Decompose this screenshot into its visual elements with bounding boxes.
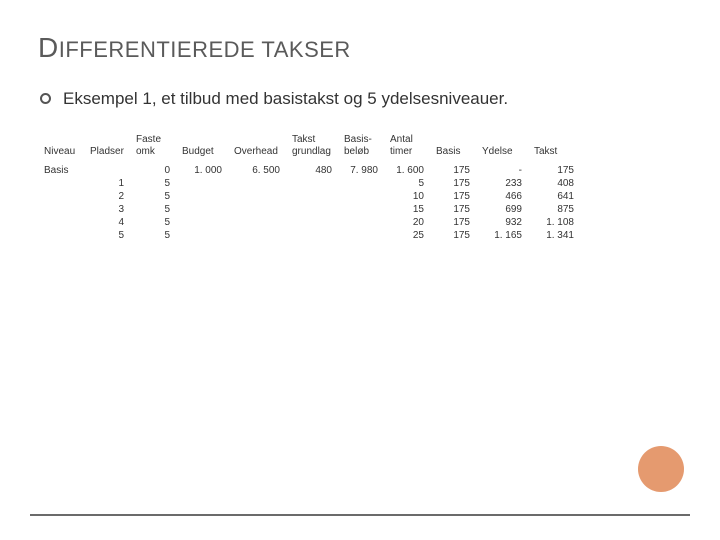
col-overhead: Overhead — [228, 132, 286, 164]
table-cell: 5 — [130, 229, 176, 242]
table-cell: 175 — [430, 216, 476, 229]
table-body: Basis01. 0006. 5004807. 9801. 600175-175… — [38, 164, 580, 242]
table-cell — [228, 203, 286, 216]
table-cell: 699 — [476, 203, 528, 216]
col-budget: Budget — [176, 132, 228, 164]
table-cell: 175 — [430, 190, 476, 203]
rates-table: Niveau Pladser Faste omk Budget Overhead… — [38, 132, 580, 242]
table-cell — [286, 229, 338, 242]
table-cell: 1. 165 — [476, 229, 528, 242]
table-cell: 1. 000 — [176, 164, 228, 177]
slide-title: DIFFERENTIEREDE TAKSER — [38, 32, 682, 64]
table-cell — [338, 203, 384, 216]
table-cell: 6. 500 — [228, 164, 286, 177]
table-cell: 5 — [130, 203, 176, 216]
table-cell: 175 — [430, 229, 476, 242]
table-cell — [338, 216, 384, 229]
table-cell — [176, 190, 228, 203]
bullet-item: Eksempel 1, et tilbud med basistakst og … — [38, 88, 682, 110]
table-cell — [338, 229, 384, 242]
col-takst2: Takst — [528, 132, 580, 164]
table-cell: 175 — [430, 164, 476, 177]
table-cell: 10 — [384, 190, 430, 203]
table-cell: 1. 600 — [384, 164, 430, 177]
table-cell: 408 — [528, 177, 580, 190]
table-cell: 175 — [528, 164, 580, 177]
table-cell: 175 — [430, 177, 476, 190]
table-row: 35 15175699875 — [38, 203, 580, 216]
table-cell: 175 — [430, 203, 476, 216]
col-ydelse: Ydelse — [476, 132, 528, 164]
table-cell: 20 — [384, 216, 430, 229]
table-cell: 5 — [130, 216, 176, 229]
table-cell — [286, 177, 338, 190]
table-row: 55 251751. 1651. 341 — [38, 229, 580, 242]
col-faste: Faste omk — [130, 132, 176, 164]
bullet-icon — [40, 93, 51, 104]
table-cell: Basis — [38, 164, 84, 177]
table-cell: 7. 980 — [338, 164, 384, 177]
table-header-row: Niveau Pladser Faste omk Budget Overhead… — [38, 132, 580, 164]
table-cell — [38, 203, 84, 216]
table-cell: 641 — [528, 190, 580, 203]
table-cell: 1. 108 — [528, 216, 580, 229]
table-cell — [228, 177, 286, 190]
table-cell: 5 — [384, 177, 430, 190]
table-cell: 233 — [476, 177, 528, 190]
table-row: 155175233408 — [38, 177, 580, 190]
table-cell: 480 — [286, 164, 338, 177]
table-cell — [38, 177, 84, 190]
table-cell — [228, 216, 286, 229]
table-cell: 5 — [130, 177, 176, 190]
table-cell — [176, 177, 228, 190]
table-cell — [38, 190, 84, 203]
table-row: 45 201759321. 108 — [38, 216, 580, 229]
table-cell: 875 — [528, 203, 580, 216]
table-cell: 466 — [476, 190, 528, 203]
col-basisb: Basis- beløb — [338, 132, 384, 164]
table-cell — [228, 190, 286, 203]
col-pladser: Pladser — [84, 132, 130, 164]
table-cell — [286, 190, 338, 203]
col-antal: Antal timer — [384, 132, 430, 164]
col-niveau: Niveau — [38, 132, 84, 164]
bottom-divider — [30, 514, 690, 516]
table-cell — [286, 203, 338, 216]
bullet-text: Eksempel 1, et tilbud med basistakst og … — [63, 88, 508, 110]
table-row: Basis01. 0006. 5004807. 9801. 600175-175 — [38, 164, 580, 177]
table-cell — [176, 216, 228, 229]
table-cell: 5 — [130, 190, 176, 203]
table-cell: 5 — [84, 229, 130, 242]
table-cell: 4 — [84, 216, 130, 229]
accent-circle — [638, 446, 684, 492]
table-cell: - — [476, 164, 528, 177]
table-cell: 0 — [130, 164, 176, 177]
table-cell — [228, 229, 286, 242]
table-cell — [286, 216, 338, 229]
table-cell: 932 — [476, 216, 528, 229]
table-cell — [176, 203, 228, 216]
table-cell: 15 — [384, 203, 430, 216]
table-row: 25 10175466641 — [38, 190, 580, 203]
col-takst: Takst grundlag — [286, 132, 338, 164]
table-cell: 1. 341 — [528, 229, 580, 242]
table-cell: 1 — [84, 177, 130, 190]
table-cell — [176, 229, 228, 242]
table-cell — [338, 190, 384, 203]
table-cell — [338, 177, 384, 190]
col-basis: Basis — [430, 132, 476, 164]
table-cell — [38, 216, 84, 229]
table-cell: 25 — [384, 229, 430, 242]
table-cell — [38, 229, 84, 242]
table-cell: 3 — [84, 203, 130, 216]
table-cell: 2 — [84, 190, 130, 203]
table-cell — [84, 164, 130, 177]
